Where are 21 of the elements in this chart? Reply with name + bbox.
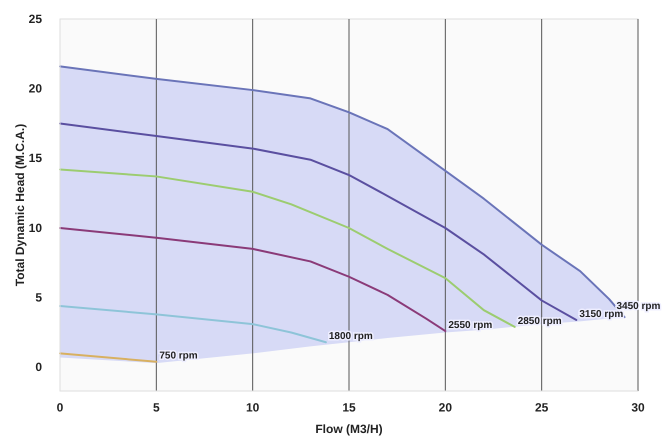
series-label: 3150 rpm [579, 308, 624, 320]
x-tick-label: 10 [246, 400, 260, 415]
x-tick-label: 5 [152, 400, 160, 415]
series-label: 750 rpm [159, 350, 198, 362]
y-tick-label: 0 [35, 360, 42, 374]
series-label: 2850 rpm [518, 316, 562, 327]
y-tick-label: 5 [35, 290, 42, 304]
y-tick-label: 25 [28, 12, 42, 26]
x-tick-label: 20 [438, 400, 452, 415]
line-series [59, 305, 327, 344]
x-tick-label: 25 [534, 400, 549, 415]
line-series [59, 226, 446, 332]
x-axis-title: Flow (M3/H) [315, 422, 383, 436]
series-label: 2550 rpm [448, 320, 492, 332]
y-axis-title: Total Dynamic Head (M.C.A.) [13, 124, 27, 286]
y-tick-label: 15 [28, 151, 42, 166]
x-tick-label: 15 [342, 400, 356, 415]
x-tick-label: 0 [56, 400, 64, 415]
x-tick-label: 30 [631, 400, 645, 415]
y-tick-label: 20 [28, 82, 42, 96]
y-tick-label: 10 [28, 220, 42, 235]
